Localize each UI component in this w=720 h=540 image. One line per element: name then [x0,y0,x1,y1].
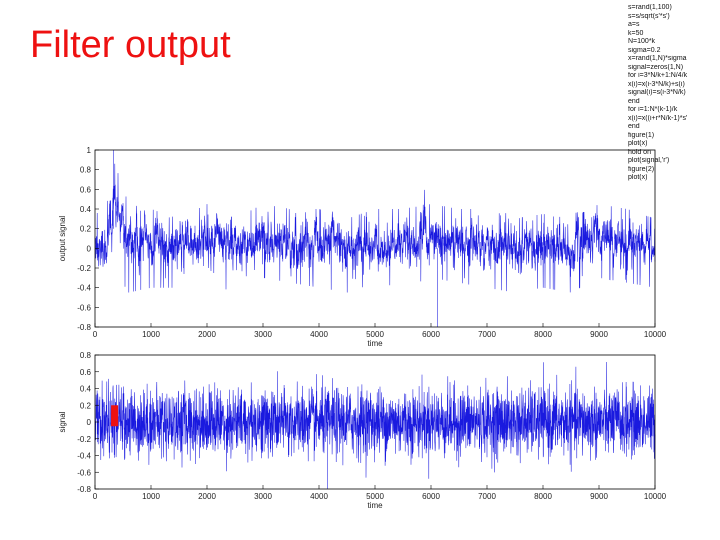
x-tick-label: 1000 [142,330,160,339]
y-tick-label: -0.8 [77,485,91,494]
code-line: x(i)=x((i+r*N/k-1)*s' [628,114,688,122]
x-tick-label: 2000 [198,492,216,501]
code-line: hold on [628,148,651,156]
code-line: for i=1:N*(k-1)/k [628,106,678,113]
series-line [94,150,656,327]
slide-title: Filter output [30,24,231,66]
y-tick-label: 0.2 [80,401,92,410]
x-tick-label: 10000 [644,330,667,339]
x-tick-label: 4000 [310,330,328,339]
y-axis-label: signal [58,411,67,432]
y-tick-label: -0.6 [77,303,91,312]
x-tick-label: 6000 [422,330,440,339]
y-tick-label: 0.8 [80,351,92,360]
y-tick-label: -0.2 [77,264,91,273]
code-line: signal(i)=s(i-3*N/k) [628,89,686,96]
code-line: figure(1) [628,131,655,139]
code-line: x(i)=x(i-3*N/k)+s(i) [628,80,685,88]
y-tick-label: 0.4 [80,385,92,394]
x-tick-label: 3000 [254,492,272,501]
code-line: plot(x) [628,174,648,181]
x-tick-label: 8000 [534,492,552,501]
code-line: sigma=0.2 [628,46,661,54]
x-axis-label: time [367,501,383,510]
chart-output-signal: 0 1000 2000 3000 4000 5000 6000 7000 8000 9000 100… [58,146,667,348]
chart-signal: 0 1000 2000 3000 4000 5000 6000 7000 8000 9000 100… [58,351,667,510]
y-tick-label: -0.4 [77,452,91,461]
code-line: a=s [628,21,640,28]
code-line: k=50 [628,29,644,37]
x-axis-label: time [367,339,383,348]
y-tick-label: 0.8 [80,166,92,175]
y-axis-label: output signal [58,216,67,262]
code-line: for i=3*N/k+1:N/4/k [628,72,688,79]
x-tick-label: 1000 [142,492,160,501]
series-line [94,361,656,489]
code-line: s=s/sqrt(s'*s') [628,12,670,20]
code-line: plot(signal,'r') [628,157,670,164]
y-tick-label: -0.8 [77,323,91,332]
x-tick-label: 0 [93,330,98,339]
y-tick-label: 0 [87,418,92,427]
y-tick-label: -0.6 [77,468,91,477]
x-tick-label: 7000 [478,330,496,339]
x-tick-label: 9000 [590,330,608,339]
x-tick-label: 2000 [198,330,216,339]
y-tick-label: 0 [87,244,92,253]
y-tick-label: 0.6 [80,185,92,194]
code-line: s=rand(1,100) [628,4,672,11]
code-line: x=rand(1,N)*sigma [628,55,687,62]
x-tick-label: 7000 [478,492,496,501]
code-line: end [628,97,640,105]
y-tick-label: 0.2 [80,225,92,234]
code-line: signal=zeros(1,N) [628,63,684,71]
x-tick-label: 4000 [310,492,328,501]
x-tick-label: 8000 [534,330,552,339]
y-tick-label: 0.6 [80,368,92,377]
y-tick-label: 0.4 [80,205,92,214]
code-listing: s=rand(1,100) s=s/sqrt(s'*s') a=s k=50 N=100… [628,4,718,183]
code-line: figure(2) [628,165,655,173]
code-line: plot(x) [628,140,648,147]
x-tick-label: 0 [93,492,98,501]
series-line [111,405,119,427]
x-tick-label: 5000 [366,492,384,501]
y-tick-label: 1 [87,146,92,155]
x-tick-label: 6000 [422,492,440,501]
code-line: end [628,123,640,130]
code-line: N=100*k [628,38,656,45]
x-tick-label: 9000 [590,492,608,501]
x-tick-label: 3000 [254,330,272,339]
y-tick-label: -0.4 [77,284,91,293]
y-tick-label: -0.2 [77,435,91,444]
x-tick-label: 5000 [366,330,384,339]
x-tick-label: 10000 [644,492,667,501]
